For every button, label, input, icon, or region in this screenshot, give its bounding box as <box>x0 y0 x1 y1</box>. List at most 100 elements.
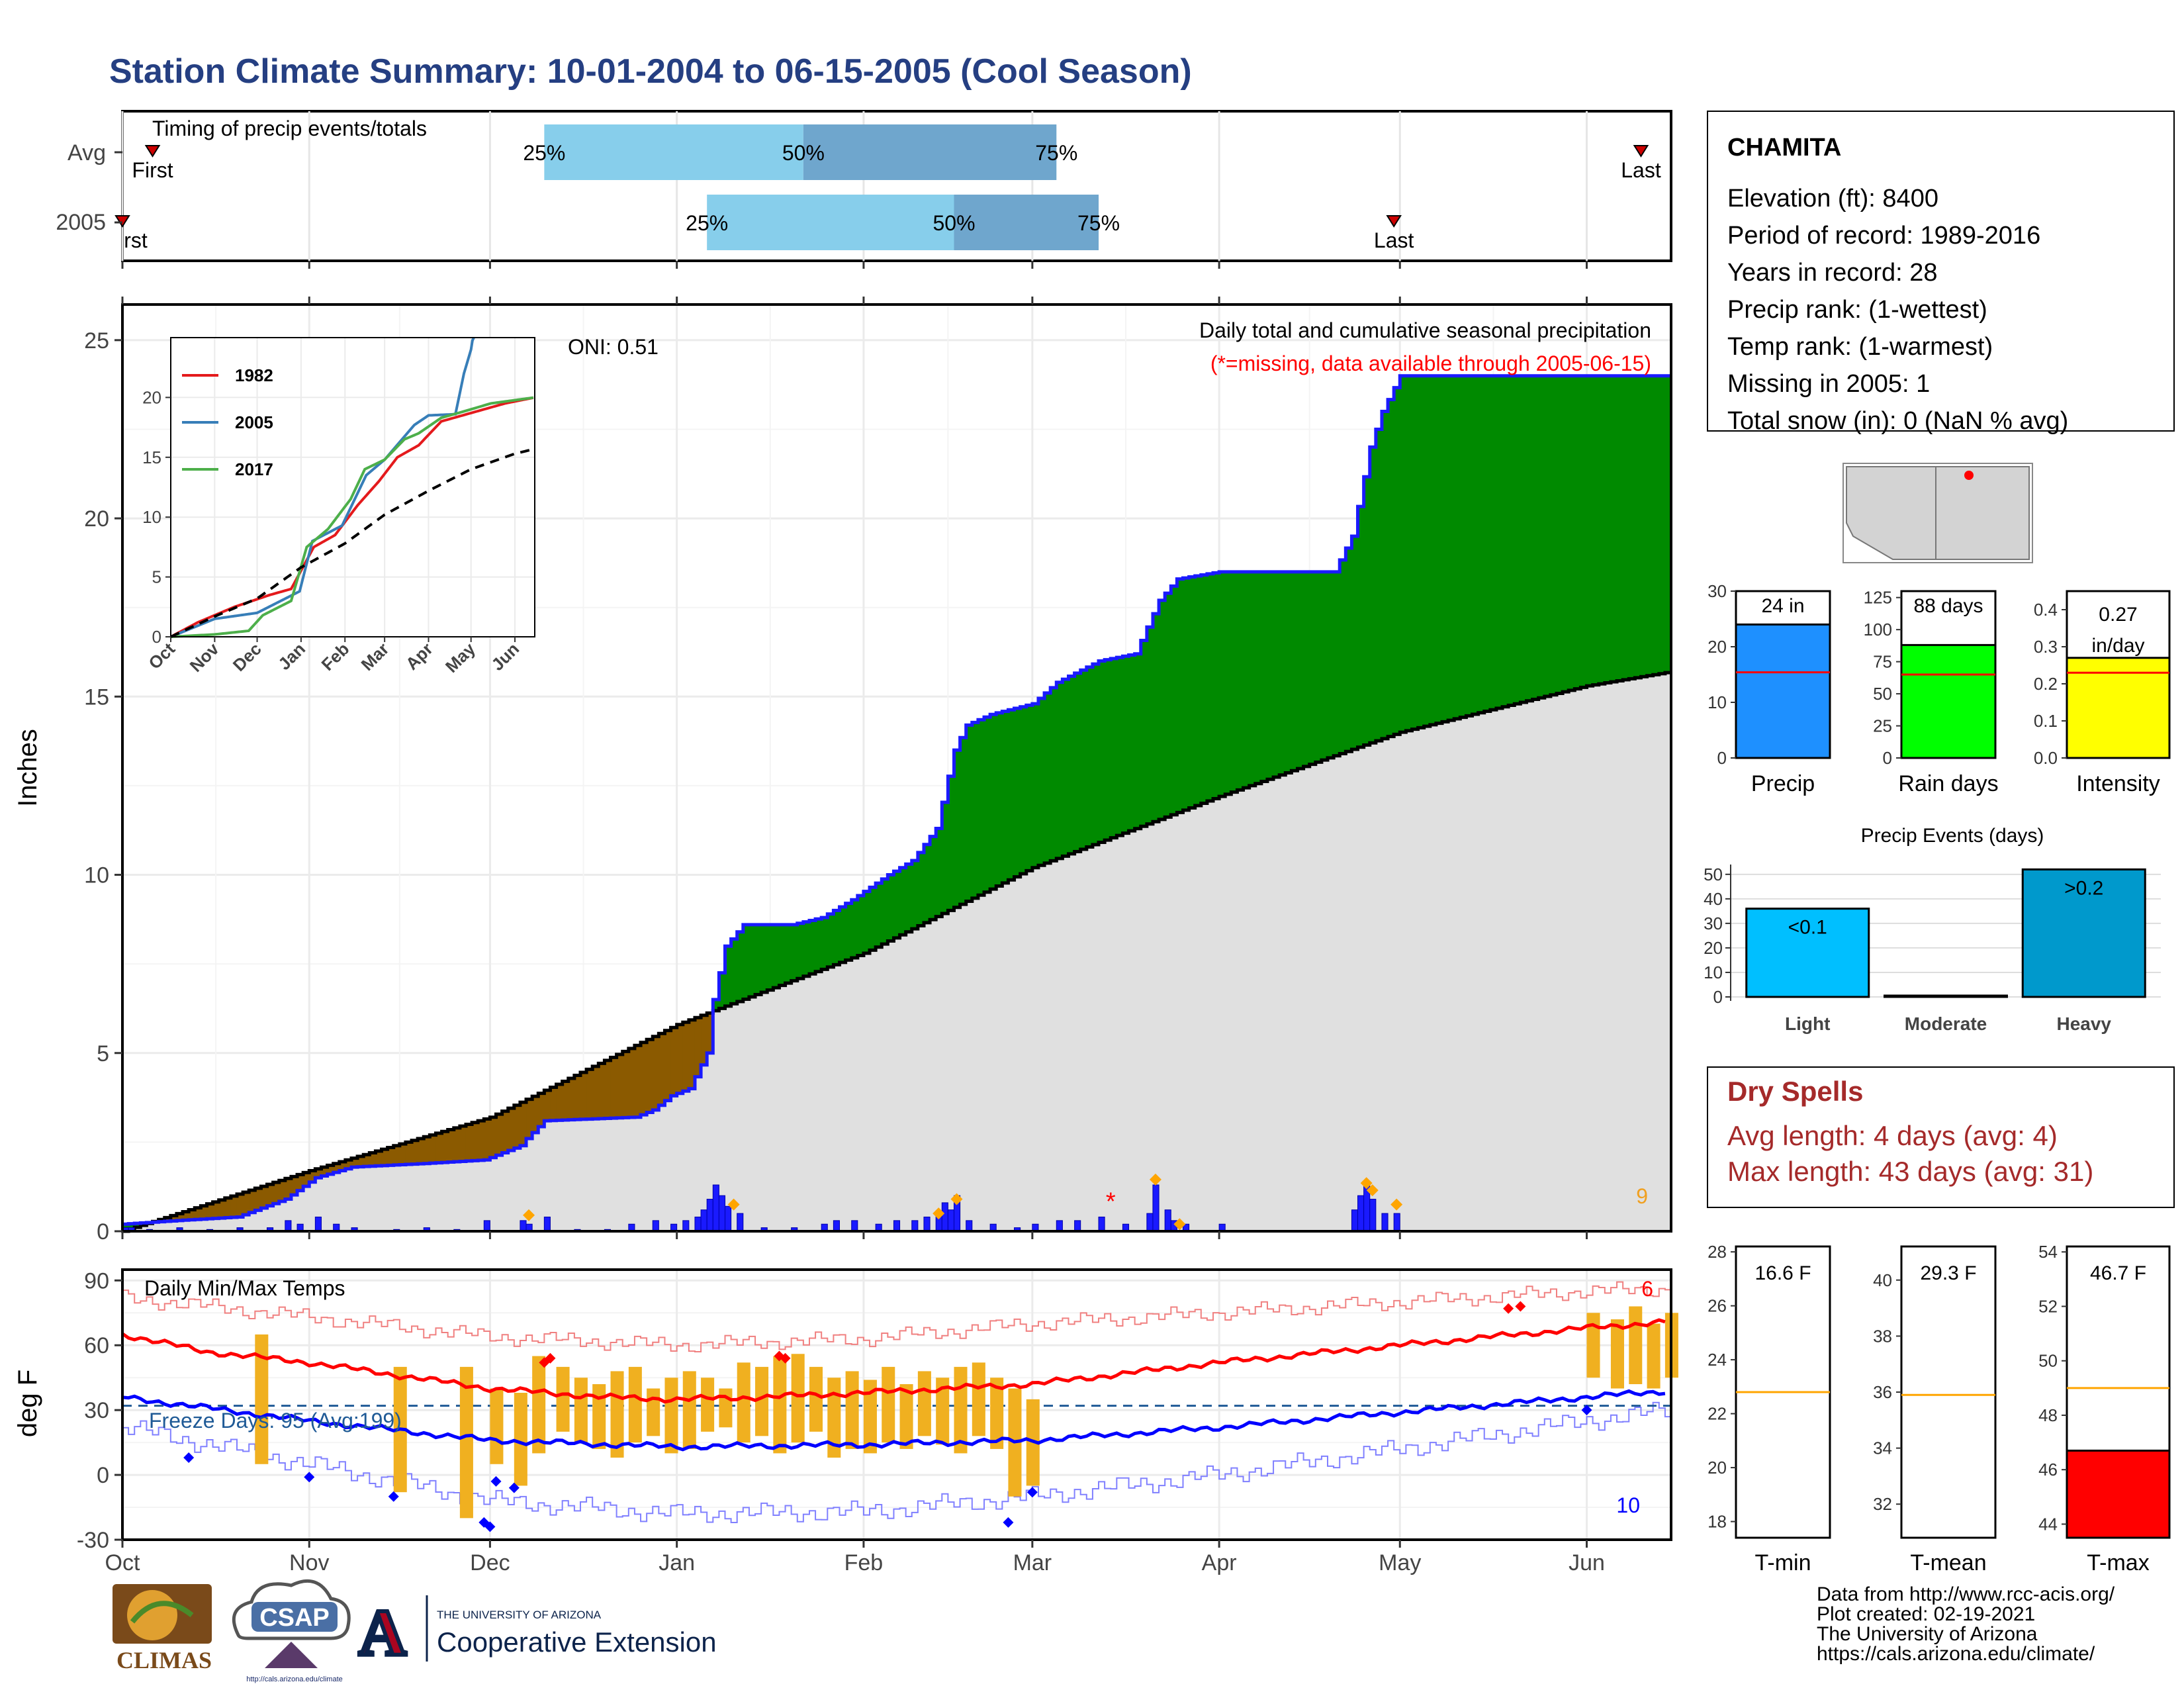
timing-band-50-75 <box>954 195 1099 250</box>
surplus-segment <box>1580 375 1588 688</box>
deficit-segment <box>285 1178 292 1199</box>
record-low-marker <box>183 1452 195 1463</box>
totals-y-tick-label: 50 <box>1873 684 1892 704</box>
inset-y-tick-label: 10 <box>142 507 161 527</box>
daily-precip-bar <box>718 1195 726 1232</box>
deficit-segment <box>478 1121 484 1160</box>
obs-cumulative-line <box>122 374 1671 1226</box>
oni-label: ONI: 0.51 <box>568 335 659 359</box>
events-category-label: Moderate <box>1905 1013 1987 1034</box>
avg-tmin-line <box>122 1389 1666 1452</box>
surplus-segment <box>870 887 876 951</box>
daily-record-marker <box>1173 1218 1186 1231</box>
events-category-label: Light <box>1785 1013 1830 1034</box>
temp-summary-category-label: T-max <box>2087 1550 2149 1575</box>
cumulative-count-label: 9 <box>1636 1184 1648 1208</box>
surplus-segment <box>1604 375 1612 683</box>
daily-temp-range-bar <box>917 1371 931 1436</box>
totals-value-label: 88 days <box>1913 595 1983 617</box>
deficit-segment <box>435 1133 443 1163</box>
daily-temp-range-bar <box>647 1388 660 1436</box>
surplus-segment <box>1442 375 1449 722</box>
temp-x-tick-label: May <box>1379 1550 1421 1575</box>
daily-precip-bar <box>543 1216 551 1232</box>
surplus-segment <box>1267 571 1274 780</box>
temp-lines <box>121 1281 1678 1532</box>
surplus-segment <box>809 920 816 974</box>
deficit-segment <box>701 1015 707 1065</box>
station-line: Elevation (ft): 8400 <box>1727 185 1938 212</box>
surplus-segment <box>1086 667 1093 847</box>
surplus-segment <box>1279 571 1286 775</box>
timing-label: Timing of precip events/totals <box>152 117 427 140</box>
daily-temp-range-bar <box>701 1378 715 1432</box>
surplus-segment <box>731 939 738 1004</box>
timing-last-marker <box>1633 145 1649 158</box>
surplus-segment <box>1460 375 1467 718</box>
surplus-segment <box>1375 429 1383 741</box>
surplus-segment <box>1152 614 1160 822</box>
deficit-segment <box>430 1135 437 1164</box>
inset-legend-label: 2017 <box>235 459 273 479</box>
timing-p25-label: 25% <box>686 211 728 235</box>
timing-first-marker <box>114 215 130 228</box>
surplus-segment <box>1388 399 1394 737</box>
surplus-segment <box>857 895 864 956</box>
timing-p25-label: 25% <box>523 141 565 165</box>
surplus-segment <box>1659 375 1666 674</box>
deficit-segment <box>381 1149 388 1166</box>
surplus-segment <box>990 714 997 890</box>
deficit-segment <box>418 1139 424 1164</box>
surplus-segment <box>1472 375 1479 715</box>
temp-x-tick-label: Oct <box>105 1550 140 1575</box>
totals-bar <box>1900 643 1997 759</box>
temp-count-max: 6 <box>1641 1277 1653 1301</box>
precip-events-panel: Precip Events (days) 0 10 20 30 40 50 <0.1 Ligh… <box>1704 825 2161 1034</box>
daily-temp-range-bar <box>791 1354 805 1443</box>
cumulative-markers: * <box>523 1173 1403 1231</box>
daily-precip-bar <box>923 1216 931 1232</box>
daily-precip-bar <box>851 1220 858 1232</box>
daily-precip-bar <box>1164 1209 1171 1232</box>
record-high-marker <box>545 1352 556 1364</box>
surplus-segment <box>791 924 798 981</box>
deficit-segment <box>707 1013 713 1053</box>
daily-record-marker <box>727 1198 740 1211</box>
missing-data-marker: * <box>1106 1188 1116 1216</box>
deficit-segment <box>170 1215 177 1221</box>
daily-precip-bar <box>893 1220 901 1232</box>
totals-y-tick-label: 125 <box>1864 588 1892 608</box>
deficit-segment <box>556 1084 563 1121</box>
daily-temp-range-bar <box>1647 1323 1661 1389</box>
daily-precip-bar <box>712 1184 719 1232</box>
record-high-marker <box>1503 1303 1514 1314</box>
daily-precip-bar <box>483 1220 490 1232</box>
surplus-segment <box>1297 571 1304 769</box>
record-high-marker <box>780 1352 791 1364</box>
deficit-segment <box>212 1201 220 1219</box>
surplus-segment <box>1345 547 1353 752</box>
station-line: Precip rank: (1-wettest) <box>1727 296 1987 324</box>
surplus-segment <box>893 871 901 938</box>
events-bar <box>2021 868 2146 998</box>
surplus-segment <box>1105 659 1111 841</box>
daily-record-marker <box>950 1193 963 1205</box>
daily-temp-range-bar <box>827 1378 841 1458</box>
totals-y-tick-label: 0 <box>1883 748 1892 768</box>
surplus-segment <box>996 712 1003 886</box>
deficit-segment <box>647 1039 653 1113</box>
surplus-segment <box>1406 375 1413 731</box>
temp-y-tick-label: -30 <box>77 1528 109 1553</box>
temp-x-tick-label: Apr <box>1202 1550 1237 1575</box>
surplus-segment <box>1315 571 1322 763</box>
deficit-segment <box>333 1163 340 1173</box>
daily-precip-bar <box>520 1220 527 1232</box>
surplus-segment <box>1550 375 1557 695</box>
avg-cumulative-line <box>122 671 1671 1233</box>
totals-bar <box>2066 657 2171 759</box>
surplus-segment <box>1195 576 1202 806</box>
surplus-segment <box>839 907 846 962</box>
surplus-segment <box>1177 579 1184 813</box>
daily-temp-range-bar <box>682 1371 696 1449</box>
surplus-segment <box>755 924 762 995</box>
